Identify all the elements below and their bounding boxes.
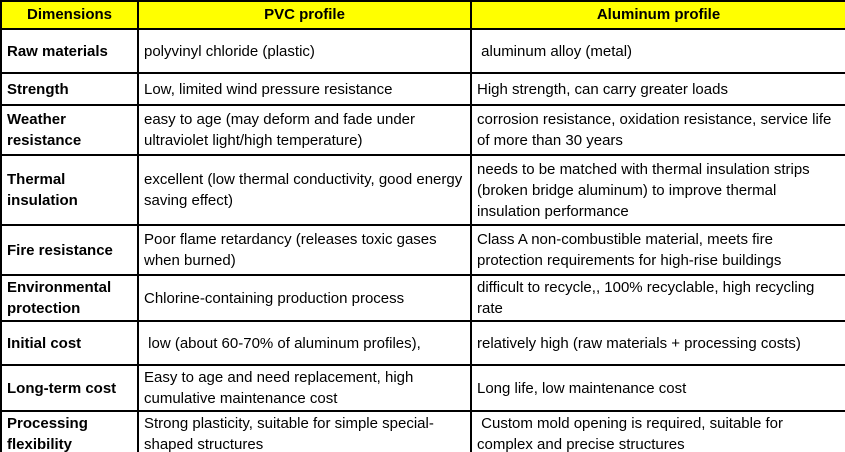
aluminum-cell: relatively high (raw materials + process… <box>470 320 845 366</box>
table-body: Raw materials polyvinyl chloride (plasti… <box>0 28 845 452</box>
table-row: Long-term cost Easy to age and need repl… <box>0 364 845 412</box>
pvc-cell: Strong plasticity, suitable for simple s… <box>137 410 472 452</box>
aluminum-cell: High strength, can carry greater loads <box>470 72 845 106</box>
column-header-aluminum-profile: Aluminum profile <box>470 0 845 30</box>
pvc-cell: polyvinyl chloride (plastic) <box>137 28 472 74</box>
aluminum-cell: corrosion resistance, oxidation resistan… <box>470 104 845 156</box>
dimension-cell: Fire resistance <box>0 224 139 276</box>
dimension-cell: Processing flexibility <box>0 410 139 452</box>
pvc-cell: easy to age (may deform and fade under u… <box>137 104 472 156</box>
dimension-cell: Initial cost <box>0 320 139 366</box>
table-row: Raw materials polyvinyl chloride (plasti… <box>0 28 845 74</box>
table-row: Initial cost low (about 60-70% of alumin… <box>0 320 845 366</box>
table-row: Environmental protection Chlorine-contai… <box>0 274 845 322</box>
dimension-cell: Strength <box>0 72 139 106</box>
table-header: Dimensions PVC profile Aluminum profile <box>0 0 845 30</box>
table-row: Weather resistance easy to age (may defo… <box>0 104 845 156</box>
aluminum-cell: needs to be matched with thermal insulat… <box>470 154 845 226</box>
aluminum-cell: aluminum alloy (metal) <box>470 28 845 74</box>
pvc-cell: Easy to age and need replacement, high c… <box>137 364 472 412</box>
pvc-cell: Chlorine-containing production process <box>137 274 472 322</box>
dimension-cell: Thermal insulation <box>0 154 139 226</box>
dimension-cell: Long-term cost <box>0 364 139 412</box>
table-row: Fire resistance Poor flame retardancy (r… <box>0 224 845 276</box>
dimension-cell: Environmental protection <box>0 274 139 322</box>
aluminum-cell: Class A non-combustible material, meets … <box>470 224 845 276</box>
aluminum-cell: Long life, low maintenance cost <box>470 364 845 412</box>
dimension-cell: Weather resistance <box>0 104 139 156</box>
pvc-cell: Poor flame retardancy (releases toxic ga… <box>137 224 472 276</box>
column-header-dimensions: Dimensions <box>0 0 139 30</box>
table-row: Processing flexibility Strong plasticity… <box>0 410 845 452</box>
aluminum-cell: difficult to recycle,, 100% recyclable, … <box>470 274 845 322</box>
header-row: Dimensions PVC profile Aluminum profile <box>0 0 845 30</box>
pvc-cell: low (about 60-70% of aluminum profiles), <box>137 320 472 366</box>
pvc-cell: Low, limited wind pressure resistance <box>137 72 472 106</box>
table-row: Thermal insulation excellent (low therma… <box>0 154 845 226</box>
pvc-cell: excellent (low thermal conductivity, goo… <box>137 154 472 226</box>
dimension-cell: Raw materials <box>0 28 139 74</box>
aluminum-cell: Custom mold opening is required, suitabl… <box>470 410 845 452</box>
column-header-pvc-profile: PVC profile <box>137 0 472 30</box>
table-row: Strength Low, limited wind pressure resi… <box>0 72 845 106</box>
